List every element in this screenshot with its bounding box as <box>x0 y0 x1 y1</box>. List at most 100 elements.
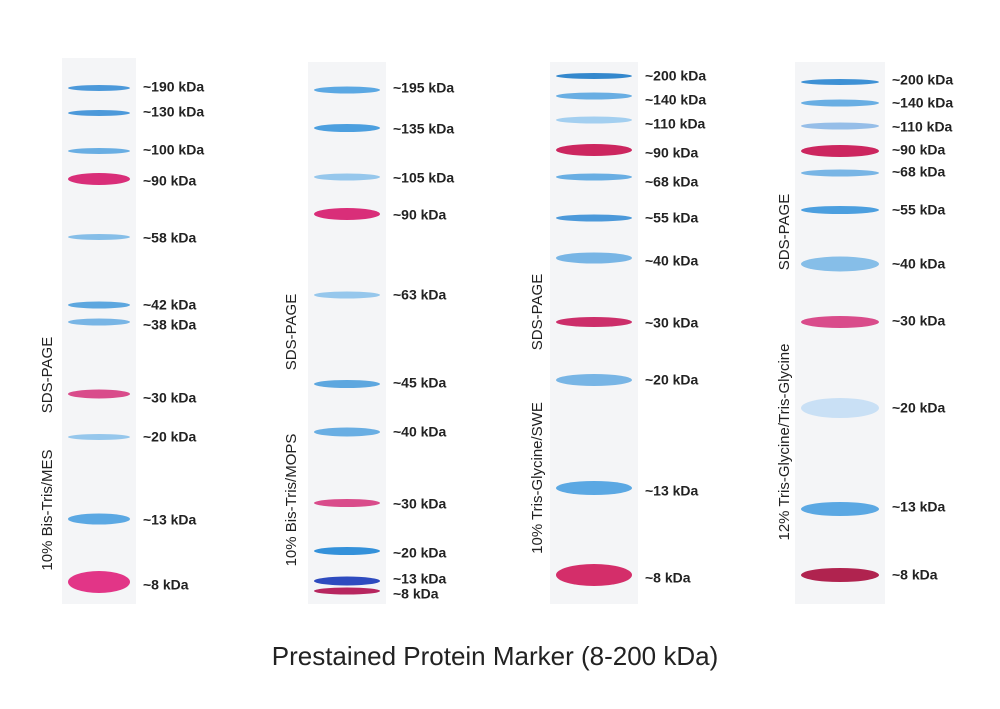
band-label: ~55 kDa <box>645 210 699 226</box>
band <box>314 547 380 555</box>
band <box>68 318 130 326</box>
band <box>68 571 130 593</box>
band-label: ~45 kDa <box>393 375 447 391</box>
band-label: ~20 kDa <box>143 429 197 445</box>
gel-type: 10% Bis-Tris/MOPS <box>283 434 300 567</box>
gel-type: 10% Tris-Glycine/SWE <box>529 402 546 554</box>
band-label: ~68 kDa <box>645 174 699 190</box>
band-label: ~40 kDa <box>393 424 447 440</box>
band-label: ~90 kDa <box>143 173 197 189</box>
gel-method: SDS-PAGE <box>39 337 56 413</box>
band-label: ~20 kDa <box>393 545 447 561</box>
band-label: ~8 kDa <box>393 586 439 602</box>
band-label: ~13 kDa <box>393 571 447 587</box>
band <box>556 173 632 181</box>
band <box>68 513 130 525</box>
band <box>68 301 130 309</box>
band-label: ~90 kDa <box>393 207 447 223</box>
band <box>68 85 130 91</box>
band-label: ~30 kDa <box>645 315 699 331</box>
band-label: ~40 kDa <box>645 253 699 269</box>
band-label: ~130 kDa <box>143 104 204 120</box>
gel-method: SDS-PAGE <box>283 294 300 370</box>
band-label: ~68 kDa <box>892 164 946 180</box>
band <box>556 252 632 264</box>
band <box>556 144 632 156</box>
gel-method: SDS-PAGE <box>529 274 546 350</box>
band-label: ~13 kDa <box>143 512 197 528</box>
band <box>801 145 879 157</box>
band-label: ~135 kDa <box>393 121 454 137</box>
band-label: ~195 kDa <box>393 80 454 96</box>
band <box>801 99 879 107</box>
band-label: ~30 kDa <box>143 390 197 406</box>
band <box>556 92 632 100</box>
band <box>801 256 879 272</box>
band <box>314 427 380 437</box>
band-label: ~20 kDa <box>645 372 699 388</box>
band-label: ~30 kDa <box>393 496 447 512</box>
band <box>556 214 632 222</box>
band <box>68 148 130 154</box>
gel-lane <box>308 62 386 604</box>
band-label: ~58 kDa <box>143 230 197 246</box>
band <box>556 564 632 586</box>
band <box>314 380 380 388</box>
band-label: ~105 kDa <box>393 170 454 186</box>
band <box>556 481 632 495</box>
band-label: ~38 kDa <box>143 317 197 333</box>
band <box>801 79 879 85</box>
band <box>68 234 130 240</box>
band-label: ~110 kDa <box>892 119 953 135</box>
band-label: ~200 kDa <box>892 72 953 88</box>
band <box>801 122 879 130</box>
band <box>314 86 380 94</box>
band-label: ~140 kDa <box>645 92 706 108</box>
gel-method: SDS-PAGE <box>776 194 793 270</box>
band-label: ~140 kDa <box>892 95 953 111</box>
band <box>556 317 632 327</box>
band <box>314 208 380 220</box>
band <box>68 173 130 185</box>
band <box>314 587 380 595</box>
band-label: ~8 kDa <box>892 567 938 583</box>
band <box>801 206 879 214</box>
band <box>314 499 380 507</box>
gel-lane <box>550 62 638 604</box>
band <box>801 169 879 177</box>
band <box>801 398 879 418</box>
band-label: ~42 kDa <box>143 297 197 313</box>
band-label: ~100 kDa <box>143 142 204 158</box>
band <box>314 124 380 132</box>
gel-type: 12% Tris-Glycine/Tris-Glycine <box>776 344 793 541</box>
band <box>801 502 879 516</box>
title: Prestained Protein Marker (8-200 kDa) <box>272 641 719 671</box>
band-label: ~20 kDa <box>892 400 946 416</box>
band <box>314 291 380 299</box>
band-label: ~13 kDa <box>645 483 699 499</box>
band-label: ~90 kDa <box>892 142 946 158</box>
band-label: ~30 kDa <box>892 313 946 329</box>
gel-lane <box>795 62 885 604</box>
band <box>314 173 380 181</box>
band <box>68 389 130 399</box>
band-label: ~110 kDa <box>645 116 706 132</box>
band <box>68 110 130 116</box>
band-label: ~200 kDa <box>645 68 706 84</box>
band <box>556 374 632 386</box>
band-label: ~63 kDa <box>393 287 447 303</box>
band-label: ~190 kDa <box>143 79 204 95</box>
band-label: ~13 kDa <box>892 499 946 515</box>
band-label: ~40 kDa <box>892 256 946 272</box>
band <box>314 576 380 586</box>
band <box>68 434 130 440</box>
band-label: ~90 kDa <box>645 145 699 161</box>
band-label: ~8 kDa <box>645 570 691 586</box>
band <box>556 73 632 79</box>
gel-type: 10% Bis-Tris/MES <box>39 449 56 570</box>
band <box>801 316 879 328</box>
band-label: ~55 kDa <box>892 202 946 218</box>
band <box>556 116 632 124</box>
band <box>801 568 879 582</box>
